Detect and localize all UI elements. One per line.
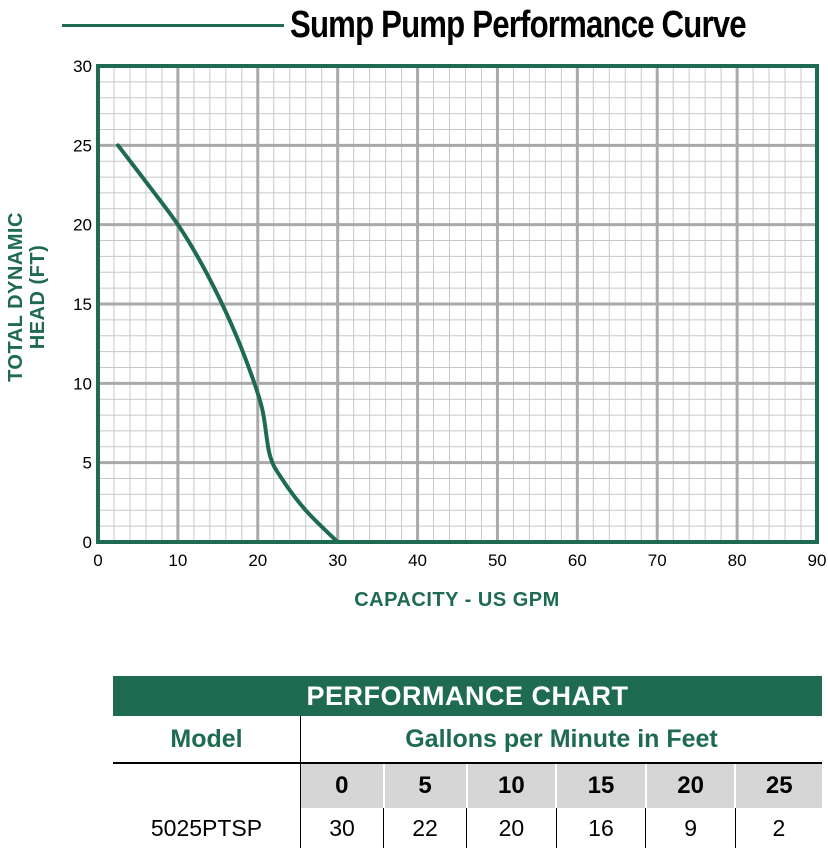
x-tick-label: 0 [93, 551, 102, 570]
performance-table: PERFORMANCE CHART Model Gallons per Minu… [113, 676, 822, 848]
gpm-value: 15 [556, 763, 647, 808]
x-tick-label: 20 [248, 551, 267, 570]
performance-curve [115, 143, 340, 544]
y-tick-label: 5 [83, 454, 92, 473]
y-axis-title: TOTAL DYNAMIC HEAD (FT) [5, 212, 49, 382]
x-tick-labels: 0 10 20 30 40 50 60 70 80 90 [93, 551, 826, 570]
head-value: 9 [645, 808, 736, 848]
table-banner: PERFORMANCE CHART [113, 676, 822, 716]
plot-frame [96, 64, 819, 544]
head-value: 20 [466, 808, 557, 848]
model-header: Model [113, 716, 301, 764]
y-tick-label: 30 [73, 57, 92, 76]
table-row: 5025PTSP 30 22 20 16 9 2 [113, 808, 822, 848]
gpm-values-row: 0 5 10 15 20 25 [113, 763, 822, 808]
head-value: 2 [772, 814, 786, 841]
x-tick-label: 60 [568, 551, 587, 570]
y-tick-labels: 0 5 10 15 20 25 30 [73, 57, 92, 552]
gpm-value: 5 [383, 763, 468, 808]
head-value: 16 [556, 808, 647, 848]
major-grid [96, 64, 819, 544]
y-tick-label: 25 [73, 136, 92, 155]
x-tick-label: 30 [328, 551, 347, 570]
y-axis-title-line-1: TOTAL DYNAMIC [5, 212, 27, 382]
x-tick-label: 80 [728, 551, 747, 570]
y-tick-label: 20 [73, 216, 92, 235]
y-axis-title-line-2: HEAD (FT) [27, 245, 49, 349]
gpm-value: 25 [735, 763, 822, 808]
x-tick-label: 50 [488, 551, 507, 570]
x-tick-label: 40 [408, 551, 427, 570]
x-tick-label: 90 [808, 551, 827, 570]
head-value: 22 [383, 808, 468, 848]
x-axis-title: CAPACITY - US GPM [354, 589, 560, 611]
y-tick-label: 10 [73, 374, 92, 393]
empty-cell [113, 763, 301, 808]
y-tick-label: 15 [73, 295, 92, 314]
page-title: Sump Pump Performance Curve [290, 4, 747, 46]
gpm-value: 10 [466, 763, 558, 808]
gpm-value: 0 [300, 763, 385, 808]
gpm-value: 20 [645, 763, 737, 808]
title-rule [62, 24, 284, 27]
performance-chart: 0 10 20 30 40 50 60 70 80 90 0 5 10 15 20 25 30 CAPACIT… [5, 57, 826, 611]
y-tick-label: 0 [83, 533, 92, 552]
x-tick-label: 70 [648, 551, 667, 570]
x-tick-label: 10 [168, 551, 187, 570]
model-name: 5025PTSP [113, 808, 301, 848]
head-value: 30 [300, 808, 385, 848]
gpm-header: Gallons per Minute in Feet [300, 716, 822, 764]
